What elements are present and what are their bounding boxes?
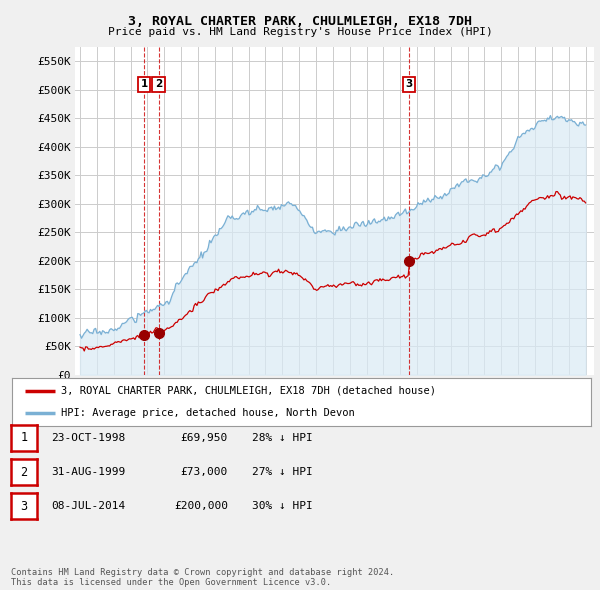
Text: 2: 2 — [155, 79, 162, 89]
Text: 28% ↓ HPI: 28% ↓ HPI — [252, 433, 313, 442]
Text: 3: 3 — [20, 500, 28, 513]
Text: 27% ↓ HPI: 27% ↓ HPI — [252, 467, 313, 477]
Text: £73,000: £73,000 — [181, 467, 228, 477]
Text: 1: 1 — [20, 431, 28, 444]
Text: 31-AUG-1999: 31-AUG-1999 — [51, 467, 125, 477]
Text: £200,000: £200,000 — [174, 502, 228, 511]
Text: 30% ↓ HPI: 30% ↓ HPI — [252, 502, 313, 511]
Text: £69,950: £69,950 — [181, 433, 228, 442]
Text: 08-JUL-2014: 08-JUL-2014 — [51, 502, 125, 511]
Text: Contains HM Land Registry data © Crown copyright and database right 2024.
This d: Contains HM Land Registry data © Crown c… — [11, 568, 394, 587]
Text: 23-OCT-1998: 23-OCT-1998 — [51, 433, 125, 442]
Text: 1: 1 — [140, 79, 148, 89]
Text: Price paid vs. HM Land Registry's House Price Index (HPI): Price paid vs. HM Land Registry's House … — [107, 27, 493, 37]
Text: 3: 3 — [406, 79, 413, 89]
Text: HPI: Average price, detached house, North Devon: HPI: Average price, detached house, Nort… — [61, 408, 355, 418]
Text: 3, ROYAL CHARTER PARK, CHULMLEIGH, EX18 7DH (detached house): 3, ROYAL CHARTER PARK, CHULMLEIGH, EX18 … — [61, 386, 436, 396]
Text: 3, ROYAL CHARTER PARK, CHULMLEIGH, EX18 7DH: 3, ROYAL CHARTER PARK, CHULMLEIGH, EX18 … — [128, 15, 472, 28]
Text: 2: 2 — [20, 466, 28, 478]
